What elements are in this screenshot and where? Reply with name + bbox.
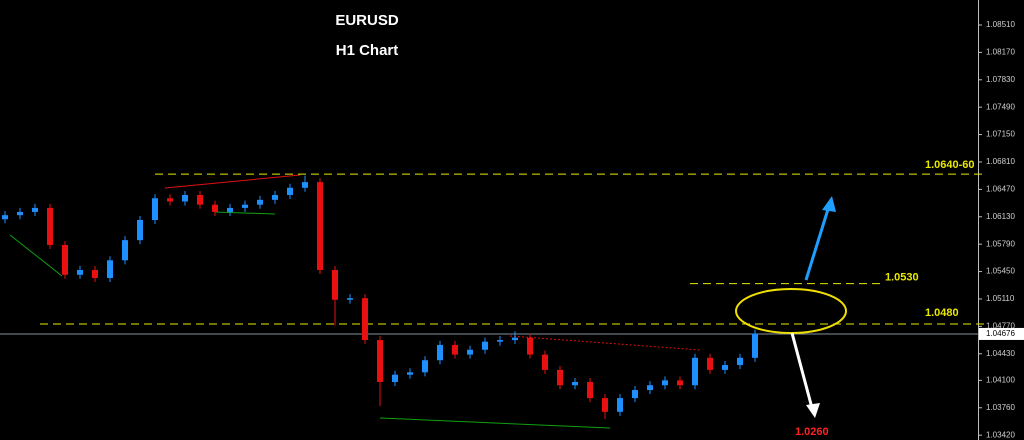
candle-body [677, 380, 683, 386]
candle-body [332, 269, 338, 300]
arrow-head [806, 403, 820, 418]
candle-body [707, 357, 713, 370]
level-label: 1.0480 [925, 307, 959, 319]
candle-body [77, 269, 83, 275]
arrow-head [822, 196, 836, 212]
candle-body [422, 360, 428, 373]
up-arrow [804, 196, 836, 281]
down-arrow [790, 332, 820, 418]
level-label: 1.0530 [885, 272, 919, 284]
trendline [9, 234, 63, 277]
candle-body [257, 199, 263, 205]
chart-subtitle: H1 Chart [336, 42, 399, 59]
y-tick-label: 1.08850 [986, 0, 1015, 2]
y-tick-label: 1.07490 [986, 102, 1015, 111]
candle-body [137, 220, 143, 241]
current-price-label: 1.04676 [986, 329, 1015, 338]
y-tick-label: 1.06470 [986, 184, 1015, 193]
y-tick-label: 1.04430 [986, 349, 1015, 358]
candle-body [32, 207, 38, 212]
candle-body [287, 187, 293, 196]
y-tick-label: 1.03760 [986, 403, 1015, 412]
y-tick-label: 1.08510 [986, 20, 1015, 29]
current-price-box [979, 327, 1024, 340]
candle-body [272, 195, 278, 200]
candle-body [62, 244, 68, 275]
y-tick-label: 1.07150 [986, 130, 1015, 139]
trendlines [9, 174, 701, 429]
y-tick-label: 1.05110 [986, 294, 1015, 303]
candle-body [2, 215, 8, 220]
y-tick-label: 1.05450 [986, 267, 1015, 276]
candle-body [722, 365, 728, 370]
candle-body [602, 398, 608, 412]
candle-body [572, 381, 578, 386]
candle-body [452, 344, 458, 355]
candle-body [512, 337, 518, 341]
candle-body [632, 390, 638, 399]
y-tick-label: 1.06810 [986, 157, 1015, 166]
candle-body [47, 207, 53, 245]
candle-body [362, 298, 368, 341]
y-tick-label: 1.06130 [986, 212, 1015, 221]
candle-body [557, 369, 563, 386]
y-tick-label: 1.08170 [986, 47, 1015, 56]
chart-title: EURUSD [335, 12, 399, 29]
candle-body [302, 182, 308, 188]
candle-body [617, 398, 623, 412]
trendline [379, 417, 611, 429]
candle-body [242, 204, 248, 208]
candle-body [152, 198, 158, 220]
candle-body [752, 333, 758, 358]
candle-body [107, 260, 113, 279]
candle-body [662, 380, 668, 386]
candle-body [122, 240, 128, 261]
candle-body [587, 381, 593, 399]
candle-body [497, 340, 503, 342]
y-tick-label: 1.04770 [986, 321, 1015, 330]
candle-body [92, 269, 98, 279]
candle-body [317, 182, 323, 270]
candle-body [347, 298, 353, 300]
candle-body [212, 204, 218, 212]
candle-body [392, 374, 398, 382]
candle-body [527, 337, 533, 355]
y-tick-label: 1.05790 [986, 239, 1015, 248]
candle-body [167, 198, 173, 202]
candle-body [182, 195, 188, 202]
candle-body [647, 385, 653, 391]
arrow-shaft [804, 205, 831, 281]
candle-body [542, 354, 548, 370]
candle-body [377, 340, 383, 382]
candle-body [692, 357, 698, 386]
level-label: 1.0640-60 [925, 159, 975, 171]
trendline [214, 211, 276, 215]
y-tick-label: 1.03420 [986, 430, 1015, 439]
target-label: 1.0260 [795, 426, 829, 438]
candle-body [407, 372, 413, 375]
arrow-shaft [790, 332, 814, 409]
candle-body [482, 341, 488, 350]
trendline [164, 174, 301, 189]
highlight-ellipse [735, 288, 847, 334]
candle-body [437, 344, 443, 361]
candle-body [737, 357, 743, 366]
candle-body [467, 349, 473, 355]
y-tick-label: 1.04100 [986, 375, 1015, 384]
y-tick-label: 1.07830 [986, 75, 1015, 84]
candle-body [227, 207, 233, 212]
candle-body [17, 211, 23, 216]
candle-body [197, 195, 203, 205]
